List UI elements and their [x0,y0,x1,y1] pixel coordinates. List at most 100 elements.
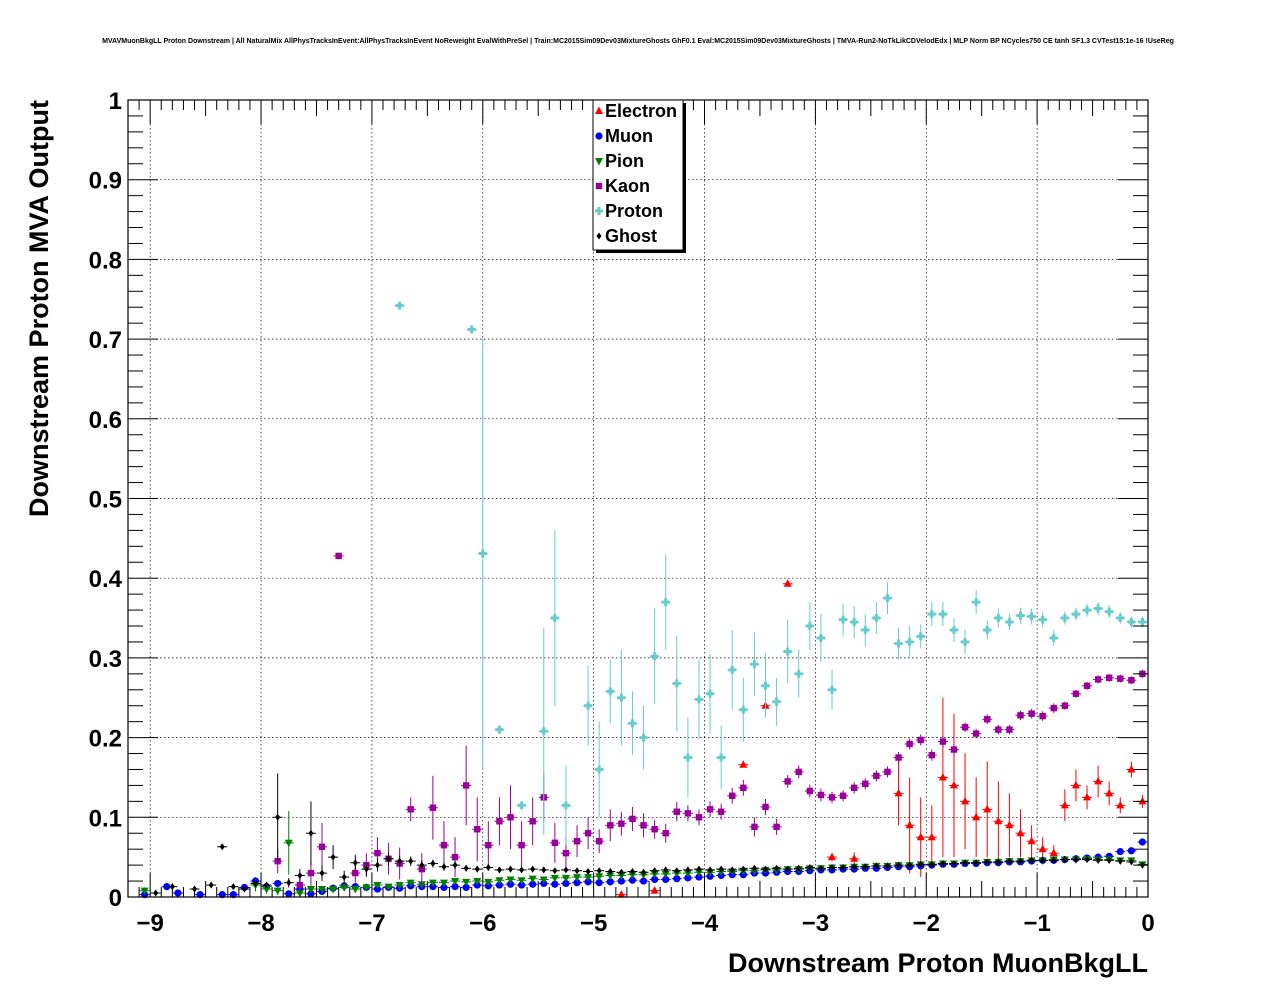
x-tick-label: −7 [358,910,385,937]
marker [429,804,437,811]
data-point [671,802,682,822]
data-point [350,854,361,871]
data-point [804,784,815,798]
marker [983,804,992,813]
data-point [339,884,350,892]
y-tick-label: 0.9 [89,168,122,195]
marker [928,751,936,759]
marker [794,669,803,678]
marker [628,871,637,880]
marker [927,610,936,619]
marker [295,890,304,898]
marker [441,863,447,871]
marker [661,598,670,607]
data-point [1026,608,1037,625]
data-point [1059,789,1070,822]
chart-title: MVAVMuonBkgLL Proton Downstream | All Na… [102,38,1174,45]
legend-label: Muon [605,126,653,146]
data-point [1070,856,1081,864]
marker [751,864,757,872]
marker [307,869,315,877]
data-point [727,866,738,874]
data-point [1082,785,1093,810]
marker [1127,764,1136,773]
marker [984,858,990,866]
data-point [572,867,583,875]
legend-item-proton: Proton [595,201,663,221]
data-point [505,880,516,888]
data-point [516,866,527,874]
marker [628,876,637,884]
legend-label: Proton [605,201,663,221]
data-point [538,866,549,874]
data-point [827,852,838,862]
marker [618,820,625,827]
data-point [549,874,560,883]
marker [430,860,436,868]
data-point [716,865,727,873]
data-point [948,743,959,756]
marker [916,632,925,641]
data-point [1093,675,1104,684]
x-tick-label: −9 [136,910,163,937]
legend: Electron Muon Pion Kaon Proton Ghost [592,99,686,253]
data-points [139,301,1148,899]
marker [1072,690,1080,697]
marker [440,883,448,892]
data-point [1026,856,1037,864]
x-tick-label: −6 [469,910,496,937]
marker [463,864,469,872]
data-point [594,721,605,818]
marker [1106,856,1112,864]
data-point [1015,710,1026,721]
marker [840,864,846,872]
data-point [572,879,583,887]
data-point [1015,809,1026,858]
data-point [693,659,704,740]
data-point [560,765,571,846]
data-point [960,630,971,654]
data-point [793,765,804,779]
data-point [616,868,627,876]
data-point [605,659,616,724]
marker [584,701,593,710]
data-point [1048,703,1059,713]
marker [938,772,947,781]
data-point [760,653,771,718]
data-point [383,883,394,892]
data-point [1026,708,1037,719]
data-point [649,875,660,884]
data-point [450,883,461,891]
marker [1105,674,1113,682]
data-point [317,885,328,894]
marker [462,883,470,892]
marker [1027,836,1036,845]
marker [617,872,626,880]
data-point [638,813,649,838]
legend-marker [595,132,603,140]
data-point [827,791,838,803]
data-point [926,602,937,627]
data-point [294,869,305,882]
legend-item-pion: Pion [595,151,644,171]
x-tick-label: −8 [247,910,274,937]
marker [961,637,970,646]
data-point [594,867,605,875]
marker [873,862,879,870]
data-point [461,745,472,826]
legend-marker [595,182,603,190]
marker [562,879,570,888]
data-point [472,797,483,862]
marker [517,877,526,885]
marker [839,792,847,799]
data-point [272,773,283,862]
marker [1116,614,1125,623]
marker [275,813,281,821]
marker [650,870,659,879]
marker [973,859,979,867]
data-point [937,736,948,748]
data-point [594,879,605,887]
marker [828,852,837,861]
data-point [505,785,516,850]
data-point [660,866,671,874]
